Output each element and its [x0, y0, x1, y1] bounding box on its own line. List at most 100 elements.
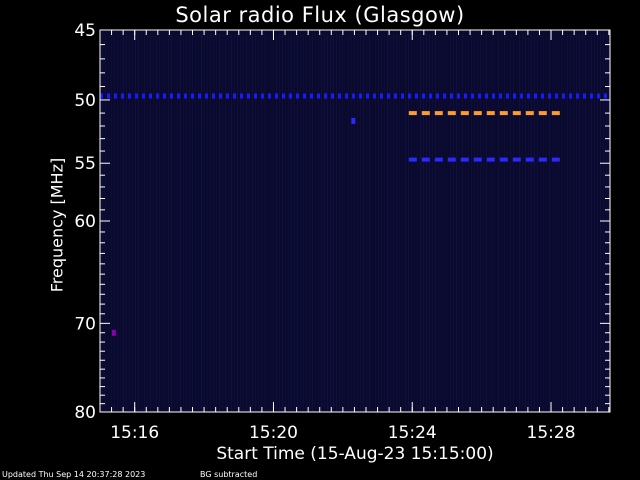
band-segment — [408, 157, 417, 162]
time-stripe — [381, 34, 382, 412]
y-axis: 45 50 55 60 70 80 — [74, 21, 610, 423]
time-stripe — [543, 34, 544, 412]
bg-note: BG subtracted — [200, 470, 258, 479]
band-segment — [128, 93, 131, 99]
band-segment — [289, 93, 292, 99]
emission-spot — [111, 329, 116, 336]
time-stripe — [201, 34, 202, 412]
time-stripe — [456, 34, 457, 412]
time-stripe — [357, 34, 358, 412]
time-stripe — [336, 34, 337, 412]
band-segment — [447, 111, 456, 116]
time-stripe — [399, 34, 400, 412]
band-segment — [443, 93, 446, 99]
time-stripe — [252, 34, 253, 412]
band-segment — [434, 157, 443, 162]
y-tick-label: 45 — [74, 21, 96, 41]
band-segment — [345, 93, 348, 99]
time-stripe — [513, 34, 514, 412]
emission-spot — [351, 117, 356, 124]
time-stripe — [348, 34, 349, 412]
time-stripe — [273, 34, 274, 412]
time-stripe — [294, 34, 295, 412]
time-stripe — [321, 34, 322, 412]
band-segment — [429, 93, 432, 99]
band-segment — [275, 93, 278, 99]
time-stripe — [351, 34, 352, 412]
band-segment — [569, 93, 572, 99]
time-stripe — [276, 34, 277, 412]
time-stripe — [168, 34, 169, 412]
band-segment — [450, 93, 453, 99]
time-stripe — [177, 34, 178, 412]
band-segment — [512, 111, 521, 116]
time-stripe — [360, 34, 361, 412]
band-segment — [142, 93, 145, 99]
time-stripe — [279, 34, 280, 412]
band-segment — [268, 93, 271, 99]
time-stripe — [582, 34, 583, 412]
time-stripe — [516, 34, 517, 412]
time-stripe — [501, 34, 502, 412]
time-stripe — [408, 34, 409, 412]
time-stripe — [477, 34, 478, 412]
band-segment — [471, 93, 474, 99]
band-segment — [401, 93, 404, 99]
time-stripe — [426, 34, 427, 412]
time-stripe — [507, 34, 508, 412]
x-axis-label: Start Time (15-Aug-23 15:15:00) — [216, 444, 494, 464]
time-stripe — [480, 34, 481, 412]
time-stripe — [555, 34, 556, 412]
time-stripe — [420, 34, 421, 412]
time-stripe — [309, 34, 310, 412]
time-stripe — [297, 34, 298, 412]
time-stripe — [519, 34, 520, 412]
time-stripe — [183, 34, 184, 412]
band-segment — [219, 93, 222, 99]
band-segment — [156, 93, 159, 99]
band-segment — [486, 111, 495, 116]
time-stripe — [432, 34, 433, 412]
time-stripe — [318, 34, 319, 412]
time-stripe — [291, 34, 292, 412]
time-stripe — [228, 34, 229, 412]
band-segment — [233, 93, 236, 99]
band-segment — [240, 93, 243, 99]
time-stripe — [372, 34, 373, 412]
band-segment — [525, 111, 534, 116]
time-stripe — [450, 34, 451, 412]
x-tick-label: 15:16 — [110, 423, 159, 443]
time-stripe — [324, 34, 325, 412]
band-segment — [247, 93, 250, 99]
time-stripe — [531, 34, 532, 412]
time-stripe — [534, 34, 535, 412]
time-stripe — [363, 34, 364, 412]
band-segment — [538, 111, 547, 116]
band-segment — [422, 93, 425, 99]
band-segment — [177, 93, 180, 99]
time-stripe — [441, 34, 442, 412]
time-stripe — [510, 34, 511, 412]
time-stripe — [165, 34, 166, 412]
time-stripe — [462, 34, 463, 412]
time-stripe — [225, 34, 226, 412]
band-segment — [534, 93, 537, 99]
time-stripe — [150, 34, 151, 412]
time-stripe — [270, 34, 271, 412]
time-stripe — [234, 34, 235, 412]
band-segment — [421, 157, 430, 162]
time-stripe — [303, 34, 304, 412]
time-stripe — [192, 34, 193, 412]
band-segment — [473, 111, 482, 116]
time-stripe — [216, 34, 217, 412]
time-stripe — [219, 34, 220, 412]
time-stripe — [240, 34, 241, 412]
time-stripe — [267, 34, 268, 412]
time-stripe — [474, 34, 475, 412]
y-tick-label: 80 — [74, 403, 96, 423]
time-stripe — [180, 34, 181, 412]
time-stripe — [423, 34, 424, 412]
band-segment — [191, 93, 194, 99]
band-segment — [520, 93, 523, 99]
time-stripe — [504, 34, 505, 412]
